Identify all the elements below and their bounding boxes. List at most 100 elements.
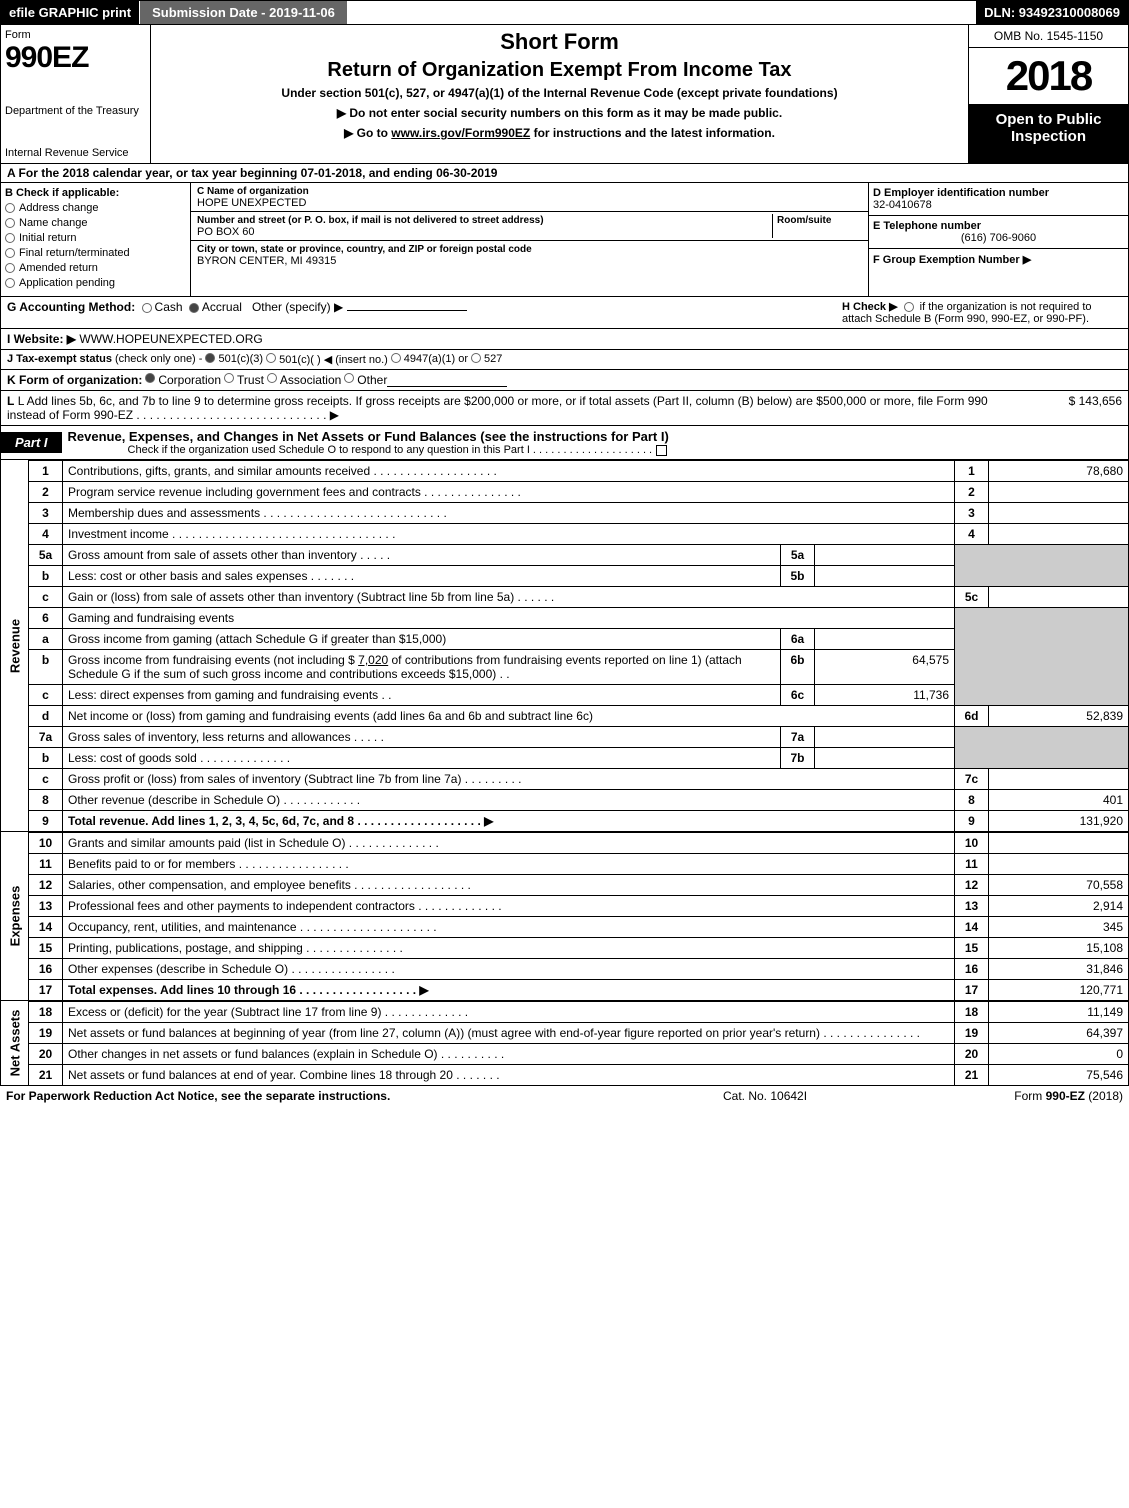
box-b-title: B Check if applicable: (5, 187, 186, 199)
org-name: HOPE UNEXPECTED (197, 197, 306, 209)
room-label: Room/suite (777, 215, 831, 226)
netassets-label: Net Assets (0, 1001, 28, 1086)
city: BYRON CENTER, MI 49315 (197, 255, 336, 267)
part1-checkbox[interactable] (656, 445, 667, 456)
goto-link[interactable]: www.irs.gov/Form990EZ (391, 126, 530, 140)
j-527[interactable] (471, 353, 481, 363)
org-name-row: C Name of organization HOPE UNEXPECTED (191, 183, 868, 212)
box-d: D Employer identification number 32-0410… (869, 183, 1128, 216)
j-501c[interactable] (266, 353, 276, 363)
box-h: H Check ▶ if the organization is not req… (842, 300, 1122, 325)
footer-left: For Paperwork Reduction Act Notice, see … (6, 1089, 723, 1103)
period-start: 07-01-2018 (301, 166, 362, 180)
radio-icon[interactable] (5, 218, 15, 228)
footer-mid: Cat. No. 10642I (723, 1089, 923, 1103)
spacer (347, 1, 976, 24)
radio-cash[interactable] (142, 303, 152, 313)
part1-header: Part I Revenue, Expenses, and Changes in… (0, 426, 1129, 460)
netassets-table: 18Excess or (deficit) for the year (Subt… (28, 1001, 1129, 1086)
goto-pre: ▶ Go to (344, 126, 391, 140)
goto-post: for instructions and the latest informat… (530, 126, 775, 140)
l-text: L Add lines 5b, 6c, and 7b to line 9 to … (7, 394, 988, 422)
dln-label: DLN: 93492310008069 (976, 1, 1128, 24)
ssn-notice: ▶ Do not enter social security numbers o… (159, 106, 960, 120)
form-word: Form (5, 29, 146, 41)
e-label: E Telephone number (873, 220, 981, 232)
expenses-label: Expenses (0, 832, 28, 1001)
d-label: D Employer identification number (873, 187, 1049, 199)
radio-icon[interactable] (5, 233, 15, 243)
k-assoc[interactable] (267, 373, 277, 383)
revenue-label: Revenue (0, 460, 28, 832)
goto-line: ▶ Go to www.irs.gov/Form990EZ for instru… (159, 126, 960, 140)
radio-icon[interactable] (5, 263, 15, 273)
j-4947[interactable] (391, 353, 401, 363)
h-radio[interactable] (904, 302, 914, 312)
expenses-section: Expenses 10Grants and similar amounts pa… (0, 832, 1129, 1001)
row-j: J Tax-exempt status (check only one) - 5… (0, 350, 1129, 370)
c-label: C Name of organization (197, 186, 309, 197)
part1-title: Revenue, Expenses, and Changes in Net As… (62, 426, 1128, 459)
under-section: Under section 501(c), 527, or 4947(a)(1)… (159, 86, 960, 100)
submission-date-button[interactable]: Submission Date - 2019-11-06 (140, 1, 347, 24)
expenses-table: 10Grants and similar amounts paid (list … (28, 832, 1129, 1001)
k-other[interactable] (344, 373, 354, 383)
header-left: Form 990EZ Department of the Treasury In… (1, 25, 151, 163)
l-value: $ 143,656 (1022, 394, 1122, 422)
ein: 32-0410678 (873, 199, 932, 211)
period-end: 06-30-2019 (436, 166, 497, 180)
street: PO BOX 60 (197, 226, 254, 238)
irs: Internal Revenue Service (5, 147, 146, 159)
omb-number: OMB No. 1545-1150 (969, 25, 1128, 48)
k-other-input[interactable] (387, 373, 507, 387)
radio-icon[interactable] (5, 203, 15, 213)
j-501c3[interactable] (205, 353, 215, 363)
radio-icon[interactable] (5, 278, 15, 288)
header-center: Short Form Return of Organization Exempt… (151, 25, 968, 163)
info-right: D Employer identification number 32-0410… (868, 183, 1128, 296)
row-k: K Form of organization: Corporation Trus… (0, 370, 1129, 391)
row-gh: G Accounting Method: Cash Accrual Other … (0, 297, 1129, 329)
box-g: G Accounting Method: Cash Accrual Other … (7, 300, 842, 325)
street-label: Number and street (or P. O. box, if mail… (197, 215, 544, 226)
page-footer: For Paperwork Reduction Act Notice, see … (0, 1086, 1129, 1106)
header-right: OMB No. 1545-1150 2018 Open to Public In… (968, 25, 1128, 163)
other-specify-input[interactable] (347, 310, 467, 311)
efile-print-button[interactable]: efile GRAPHIC print (1, 1, 140, 24)
part1-badge: Part I (1, 432, 62, 453)
h-label: H Check ▶ (842, 301, 898, 313)
period-label: A For the 2018 calendar year, or tax yea… (7, 166, 301, 180)
row-i: I Website: ▶ WWW.HOPEUNEXPECTED.ORG (0, 329, 1129, 350)
top-bar: efile GRAPHIC print Submission Date - 20… (0, 0, 1129, 25)
revenue-section: Revenue 1Contributions, gifts, grants, a… (0, 460, 1129, 832)
form-header: Form 990EZ Department of the Treasury In… (0, 25, 1129, 164)
return-title: Return of Organization Exempt From Incom… (159, 59, 960, 82)
chk-pending: Application pending (5, 277, 186, 289)
chk-final: Final return/terminated (5, 247, 186, 259)
footer-right: Form 990-EZ (2018) (923, 1089, 1123, 1103)
box-c: C Name of organization HOPE UNEXPECTED N… (191, 183, 868, 296)
box-b: B Check if applicable: Address change Na… (1, 183, 191, 296)
info-grid: B Check if applicable: Address change Na… (0, 183, 1129, 297)
k-trust[interactable] (224, 373, 234, 383)
period-mid: , and ending (362, 166, 436, 180)
row-l: L L Add lines 5b, 6c, and 7b to line 9 t… (0, 391, 1129, 426)
chk-amended: Amended return (5, 262, 186, 274)
form-number: 990EZ (5, 41, 146, 75)
j-label: J Tax-exempt status (7, 353, 112, 366)
netassets-section: Net Assets 18Excess or (deficit) for the… (0, 1001, 1129, 1086)
website: WWW.HOPEUNEXPECTED.ORG (79, 332, 262, 346)
k-label: K Form of organization: (7, 373, 142, 387)
radio-icon[interactable] (5, 248, 15, 258)
box-f: F Group Exemption Number ▶ (869, 249, 1128, 270)
k-corp[interactable] (145, 373, 155, 383)
part1-sub: Check if the organization used Schedule … (68, 444, 1122, 456)
street-row: Number and street (or P. O. box, if mail… (191, 212, 868, 241)
period-row: A For the 2018 calendar year, or tax yea… (0, 164, 1129, 183)
tax-year: 2018 (969, 48, 1128, 105)
radio-accrual[interactable] (189, 303, 199, 313)
f-label: F Group Exemption Number ▶ (873, 254, 1031, 266)
revenue-table: 1Contributions, gifts, grants, and simil… (28, 460, 1129, 832)
chk-address: Address change (5, 202, 186, 214)
i-label: I Website: ▶ (7, 332, 76, 346)
